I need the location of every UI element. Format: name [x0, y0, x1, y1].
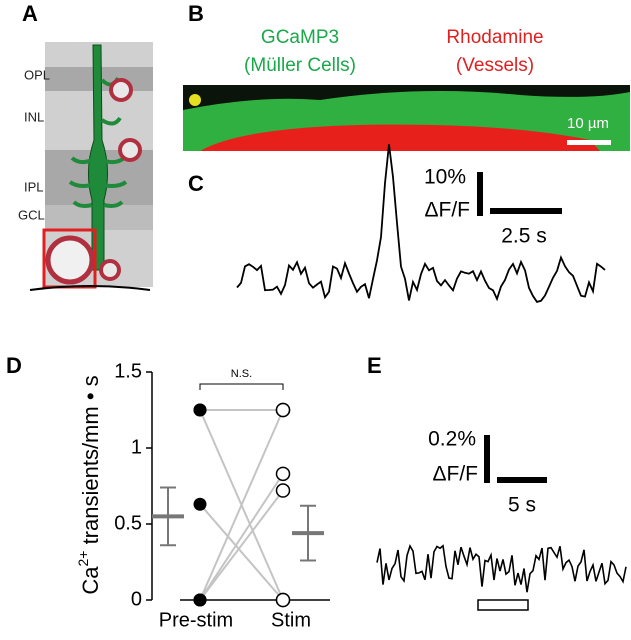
panel-label: D — [6, 353, 22, 378]
annotation: N.S. — [231, 368, 252, 380]
paired-plot: 0 0.5 1 1.5 Pre-stim Stim N.S. — [114, 360, 330, 631]
panel-label: A — [22, 1, 38, 26]
significance-bracket — [199, 383, 284, 390]
x-tick-label: Pre-stim — [159, 609, 233, 631]
stim-dot — [275, 402, 291, 418]
scale-label: 10% — [424, 166, 466, 189]
pair-line — [199, 409, 284, 601]
scale-bar — [490, 208, 562, 214]
calcium-trace — [236, 144, 606, 303]
y-tick-label: 0.5 — [114, 512, 142, 534]
pre-dot — [193, 593, 207, 607]
pre-dot — [193, 497, 207, 511]
panel-label: B — [188, 1, 204, 26]
layer-label: IPL — [24, 179, 44, 194]
layer-label: OPL — [24, 67, 50, 82]
stim-dot — [275, 466, 291, 482]
stim-dot — [275, 592, 291, 608]
layer-label: INL — [24, 109, 44, 124]
image-label: (Müller Cells) — [244, 55, 356, 76]
scale-bar — [484, 435, 490, 483]
stimulus-bar — [477, 599, 529, 611]
y-tick-label: 0 — [131, 588, 142, 610]
calcium-trace — [376, 544, 627, 593]
scale-bar — [477, 172, 483, 216]
pre-dot — [193, 403, 207, 417]
scale-label: 0.2% — [428, 428, 476, 451]
image-label: Rhodamine — [446, 27, 543, 48]
retina-schematic — [29, 42, 153, 291]
micrograph — [183, 85, 630, 151]
scale-label: 10 µm — [567, 115, 609, 132]
y-axis-label: Ca2+ transients/mm • s — [75, 375, 103, 594]
y-tick-label: 1 — [131, 436, 142, 458]
pair-line — [199, 473, 284, 601]
image-label: GCaMP3 — [261, 27, 339, 48]
x-tick-label: Stim — [271, 609, 311, 631]
pair-line — [199, 503, 284, 601]
panel-label: E — [367, 353, 382, 378]
panel-label: C — [188, 171, 204, 196]
scale-label: 5 s — [508, 494, 536, 517]
pair-line — [199, 489, 284, 601]
stim-dot — [275, 483, 291, 498]
y-tick-label: 1.5 — [114, 360, 142, 382]
scale-label: 2.5 s — [501, 225, 547, 248]
scale-bar — [497, 477, 547, 483]
image-label: (Vessels) — [456, 55, 534, 76]
layer-label: GCL — [18, 207, 45, 222]
scale-label: ΔF/F — [424, 199, 470, 222]
scale-label: ΔF/F — [432, 463, 478, 486]
